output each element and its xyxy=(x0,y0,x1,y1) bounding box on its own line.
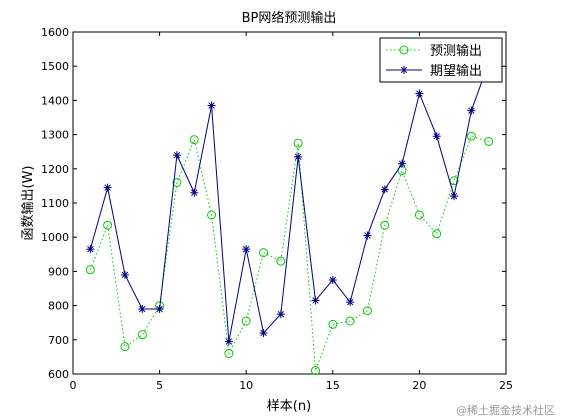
series-point-0 xyxy=(293,138,303,148)
series-point-1 xyxy=(311,296,320,305)
y-tick-label: 900 xyxy=(48,265,69,278)
x-tick-label: 0 xyxy=(70,379,77,392)
series-point-0 xyxy=(120,342,130,352)
x-tick-label: 5 xyxy=(156,379,163,392)
x-tick-label: 15 xyxy=(326,379,340,392)
series-point-0 xyxy=(345,316,355,326)
watermark: @稀土掘金技术社区 xyxy=(456,404,555,417)
series-point-0 xyxy=(189,135,199,145)
chart-title: BP网络预测输出 xyxy=(242,10,337,26)
series-point-1 xyxy=(328,275,337,284)
series-point-0 xyxy=(137,330,147,340)
legend-entry-label: 期望输出 xyxy=(430,63,482,79)
series-point-1 xyxy=(86,245,95,254)
series-layer xyxy=(85,58,494,376)
legend-entry-label: 预测输出 xyxy=(430,43,482,59)
legend-swatch-marker xyxy=(400,66,408,74)
series-point-1 xyxy=(363,231,372,240)
series-point-1 xyxy=(415,89,424,98)
series-point-0 xyxy=(172,177,182,187)
series-point-1 xyxy=(155,305,164,314)
series-point-0 xyxy=(432,229,442,239)
series-point-0 xyxy=(276,256,286,266)
y-tick-label: 1500 xyxy=(41,60,69,73)
series-point-0 xyxy=(224,348,234,358)
y-tick-label: 1200 xyxy=(41,163,69,176)
series-point-1 xyxy=(294,152,303,161)
y-tick-label: 1300 xyxy=(41,129,69,142)
y-tick-label: 1100 xyxy=(41,197,69,210)
series-point-1 xyxy=(242,245,251,254)
series-point-0 xyxy=(259,248,269,258)
x-tick-label: 20 xyxy=(412,379,426,392)
y-axis-title: 函数输出(W) xyxy=(20,166,36,241)
legend-swatch-marker xyxy=(399,45,409,55)
series-point-1 xyxy=(120,270,129,279)
series-point-1 xyxy=(380,185,389,194)
series-point-0 xyxy=(103,220,113,230)
series-point-0 xyxy=(484,136,494,146)
legend-box xyxy=(379,37,503,83)
series-point-0 xyxy=(414,210,424,220)
series-point-1 xyxy=(259,328,268,337)
x-tick-label: 25 xyxy=(499,379,513,392)
y-tick-label: 600 xyxy=(48,368,69,381)
series-point-1 xyxy=(138,305,147,314)
series-point-1 xyxy=(432,132,441,141)
y-tick-label: 800 xyxy=(48,300,69,313)
series-point-1 xyxy=(103,183,112,192)
series-point-1 xyxy=(276,310,285,319)
series-point-0 xyxy=(85,265,95,275)
y-tick-label: 1600 xyxy=(41,26,69,39)
x-axis-title: 样本(n) xyxy=(267,399,311,414)
series-point-1 xyxy=(207,101,216,110)
x-tick-label: 10 xyxy=(239,379,253,392)
y-tick-label: 700 xyxy=(48,334,69,347)
series-point-0 xyxy=(241,316,251,326)
series-point-0 xyxy=(310,366,320,376)
y-tick-label: 1400 xyxy=(41,94,69,107)
series-point-0 xyxy=(328,319,338,329)
series-point-0 xyxy=(466,131,476,141)
series-point-1 xyxy=(172,151,181,160)
axis-ticks: 0 5 10 15 20 25 600 700 800 900 1000 1100 1200 1300 14… xyxy=(41,26,513,392)
y-tick-label: 1000 xyxy=(41,231,69,244)
series-point-1 xyxy=(190,188,199,197)
series-point-1 xyxy=(450,192,459,201)
series-point-0 xyxy=(207,210,217,220)
series-point-1 xyxy=(467,106,476,115)
plot-area xyxy=(72,31,507,375)
series-point-0 xyxy=(380,220,390,230)
series-point-1 xyxy=(224,337,233,346)
series-point-1 xyxy=(398,159,407,168)
series-point-1 xyxy=(346,298,355,307)
series-point-0 xyxy=(362,306,372,316)
